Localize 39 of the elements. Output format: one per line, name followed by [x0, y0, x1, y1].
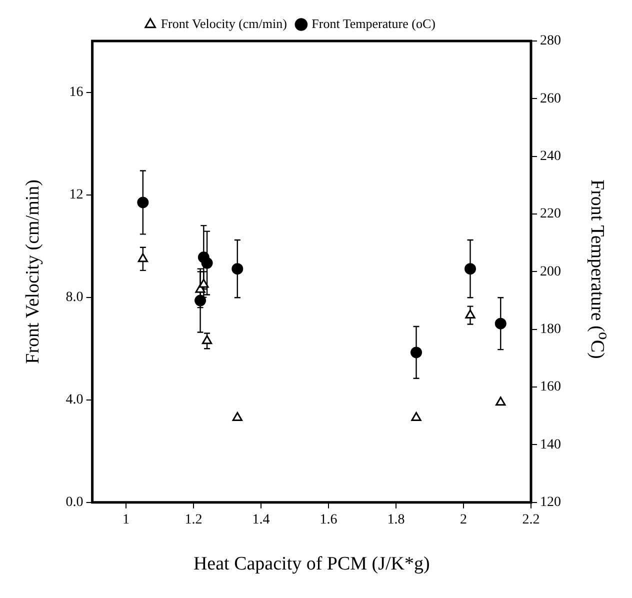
point	[138, 253, 148, 262]
y2-tick-label: 280	[540, 34, 561, 49]
x-tick-label: 2	[460, 512, 468, 528]
x-tick-label: 1.6	[320, 512, 338, 528]
x-tick-label: 1	[122, 512, 130, 528]
point	[201, 257, 213, 269]
y2-tick-label: 240	[540, 149, 561, 164]
point	[411, 412, 422, 422]
point	[202, 335, 212, 344]
point	[198, 278, 209, 288]
y2-tick-label: 220	[540, 206, 561, 222]
y2-tick-label: 260	[540, 91, 561, 106]
y2-tick-label: 160	[540, 380, 561, 395]
y-tick-label: 16	[69, 84, 84, 100]
y-tick-label: 4.0	[66, 392, 84, 408]
point	[410, 346, 422, 358]
point	[232, 412, 242, 422]
point	[465, 310, 476, 319]
x-tick-label: 1.8	[387, 512, 405, 528]
x-tick-label: 1.4	[252, 512, 270, 528]
point	[464, 263, 476, 275]
y2-tick-label: 180	[540, 322, 561, 338]
point	[494, 318, 506, 330]
x-tick-label: 2.2	[522, 512, 540, 528]
point	[137, 196, 149, 208]
point	[194, 294, 206, 306]
y2-tick-label: 120	[540, 495, 561, 510]
y2-tick-label: 200	[540, 264, 561, 280]
y-tick-label: 0.0	[66, 495, 84, 510]
y2-tick-label: 140	[540, 437, 561, 452]
point	[496, 396, 506, 406]
legend-label: Front Temperature (oC)	[312, 16, 436, 31]
x-tick-label: 1.2	[184, 512, 202, 528]
point	[232, 263, 244, 275]
y-axis-title: Front Velocity (cm/min)	[22, 180, 44, 364]
y-tick-label: 8.0	[66, 290, 84, 306]
legend-label: Front Velocity (cm/min)	[160, 16, 287, 31]
y-tick-label: 12	[69, 187, 84, 202]
x-axis-title: Heat Capacity of PCM (J/K*g)	[193, 554, 430, 575]
